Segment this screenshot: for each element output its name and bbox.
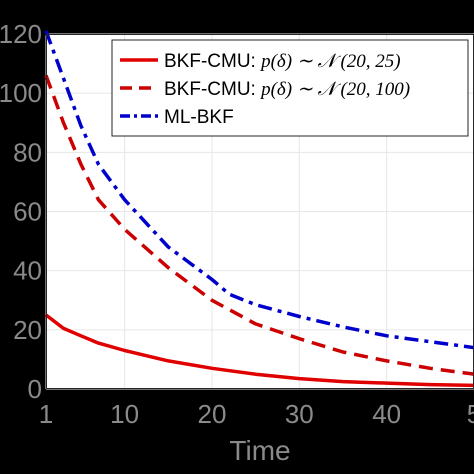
x-tick-label: 40	[372, 399, 401, 429]
y-tick-label: 60	[13, 197, 42, 227]
x-tick-label: 5	[467, 399, 474, 429]
legend-label: BKF-CMU: p(δ) ∼ 𝒩 (20, 100)	[164, 79, 410, 100]
x-tick-labels: 1 10 20 30 40 5	[39, 399, 474, 429]
y-tick-label: 20	[13, 315, 42, 345]
series-line-3	[44, 30, 474, 350]
y-tick-label: 100	[0, 78, 42, 108]
legend: BKF-CMU: p(δ) ∼ 𝒩 (20, 25) BKF-CMU: p(δ) …	[111, 39, 469, 137]
x-axis-label: Time	[229, 435, 290, 466]
x-tick-label: 1	[39, 399, 53, 429]
y-tick-labels: 0 20 40 60 80 100 120	[0, 19, 42, 404]
x-tick-label: 30	[285, 399, 314, 429]
y-tick-label: 40	[13, 256, 42, 286]
legend-label: BKF-CMU: p(δ) ∼ 𝒩 (20, 25)	[164, 51, 401, 72]
y-tick-label: 0	[28, 374, 42, 404]
legend-box	[111, 39, 469, 137]
series-line-1	[44, 313, 474, 388]
legend-label: ML-BKF	[164, 107, 234, 128]
series-layer	[44, 30, 474, 388]
y-tick-label: 120	[0, 19, 42, 49]
x-tick-label: 10	[110, 399, 139, 429]
series-line-2	[44, 74, 474, 376]
x-tick-label: 20	[197, 399, 226, 429]
y-tick-label: 80	[13, 137, 42, 167]
